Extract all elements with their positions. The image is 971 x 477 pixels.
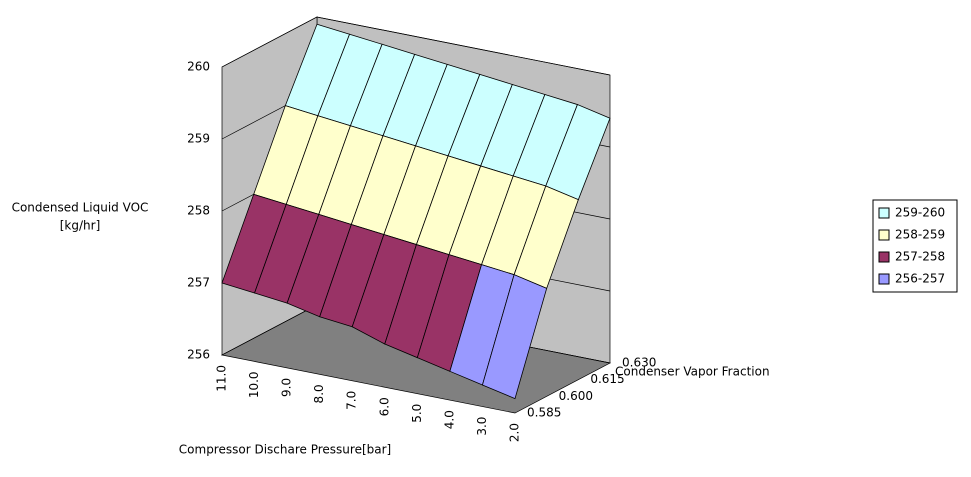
- legend-label: 259-260: [895, 206, 945, 220]
- z-axis-title: Condensed Liquid VOC: [12, 201, 149, 215]
- x-tick-label: 10.0: [247, 371, 261, 398]
- x-tick-label: 8.0: [312, 384, 326, 403]
- x-tick-label: 3.0: [475, 417, 489, 436]
- legend-label: 257-258: [895, 250, 945, 264]
- grid-line: [221, 16, 611, 76]
- y-tick-label: 0.630: [622, 356, 656, 370]
- legend-swatch: [878, 207, 890, 219]
- x-tick-label: 2.0: [508, 423, 522, 442]
- z-tick-label: 256: [187, 348, 210, 362]
- x-tick-label: 9.0: [280, 378, 294, 397]
- x-tick-label: 7.0: [345, 391, 359, 410]
- z-tick-label: 257: [187, 276, 210, 290]
- x-tick-label: 5.0: [410, 404, 424, 423]
- y-axis-title: Condenser Vapor Fraction: [615, 365, 770, 379]
- x-tick-label: 6.0: [377, 397, 391, 416]
- z-tick-label: 258: [187, 204, 210, 218]
- surface-cell: [481, 274, 548, 400]
- z-tick-label: 260: [187, 60, 210, 74]
- z-axis-title: [kg/hr]: [60, 219, 101, 233]
- legend-swatch: [878, 273, 890, 285]
- y-tick-label: 0.600: [559, 389, 593, 403]
- x-tick-label: 4.0: [442, 410, 456, 429]
- legend-label: 258-259: [895, 228, 945, 242]
- legend-swatch: [878, 251, 890, 263]
- y-tick-label: 0.585: [527, 406, 561, 420]
- z-tick-label: 259: [187, 132, 210, 146]
- y-tick-label: 0.615: [590, 372, 624, 386]
- x-axis-title: Compressor Dischare Pressure[bar]: [179, 443, 391, 457]
- legend-label: 256-257: [895, 272, 945, 286]
- x-tick-label: 11.0: [215, 365, 229, 392]
- legend-swatch: [878, 229, 890, 241]
